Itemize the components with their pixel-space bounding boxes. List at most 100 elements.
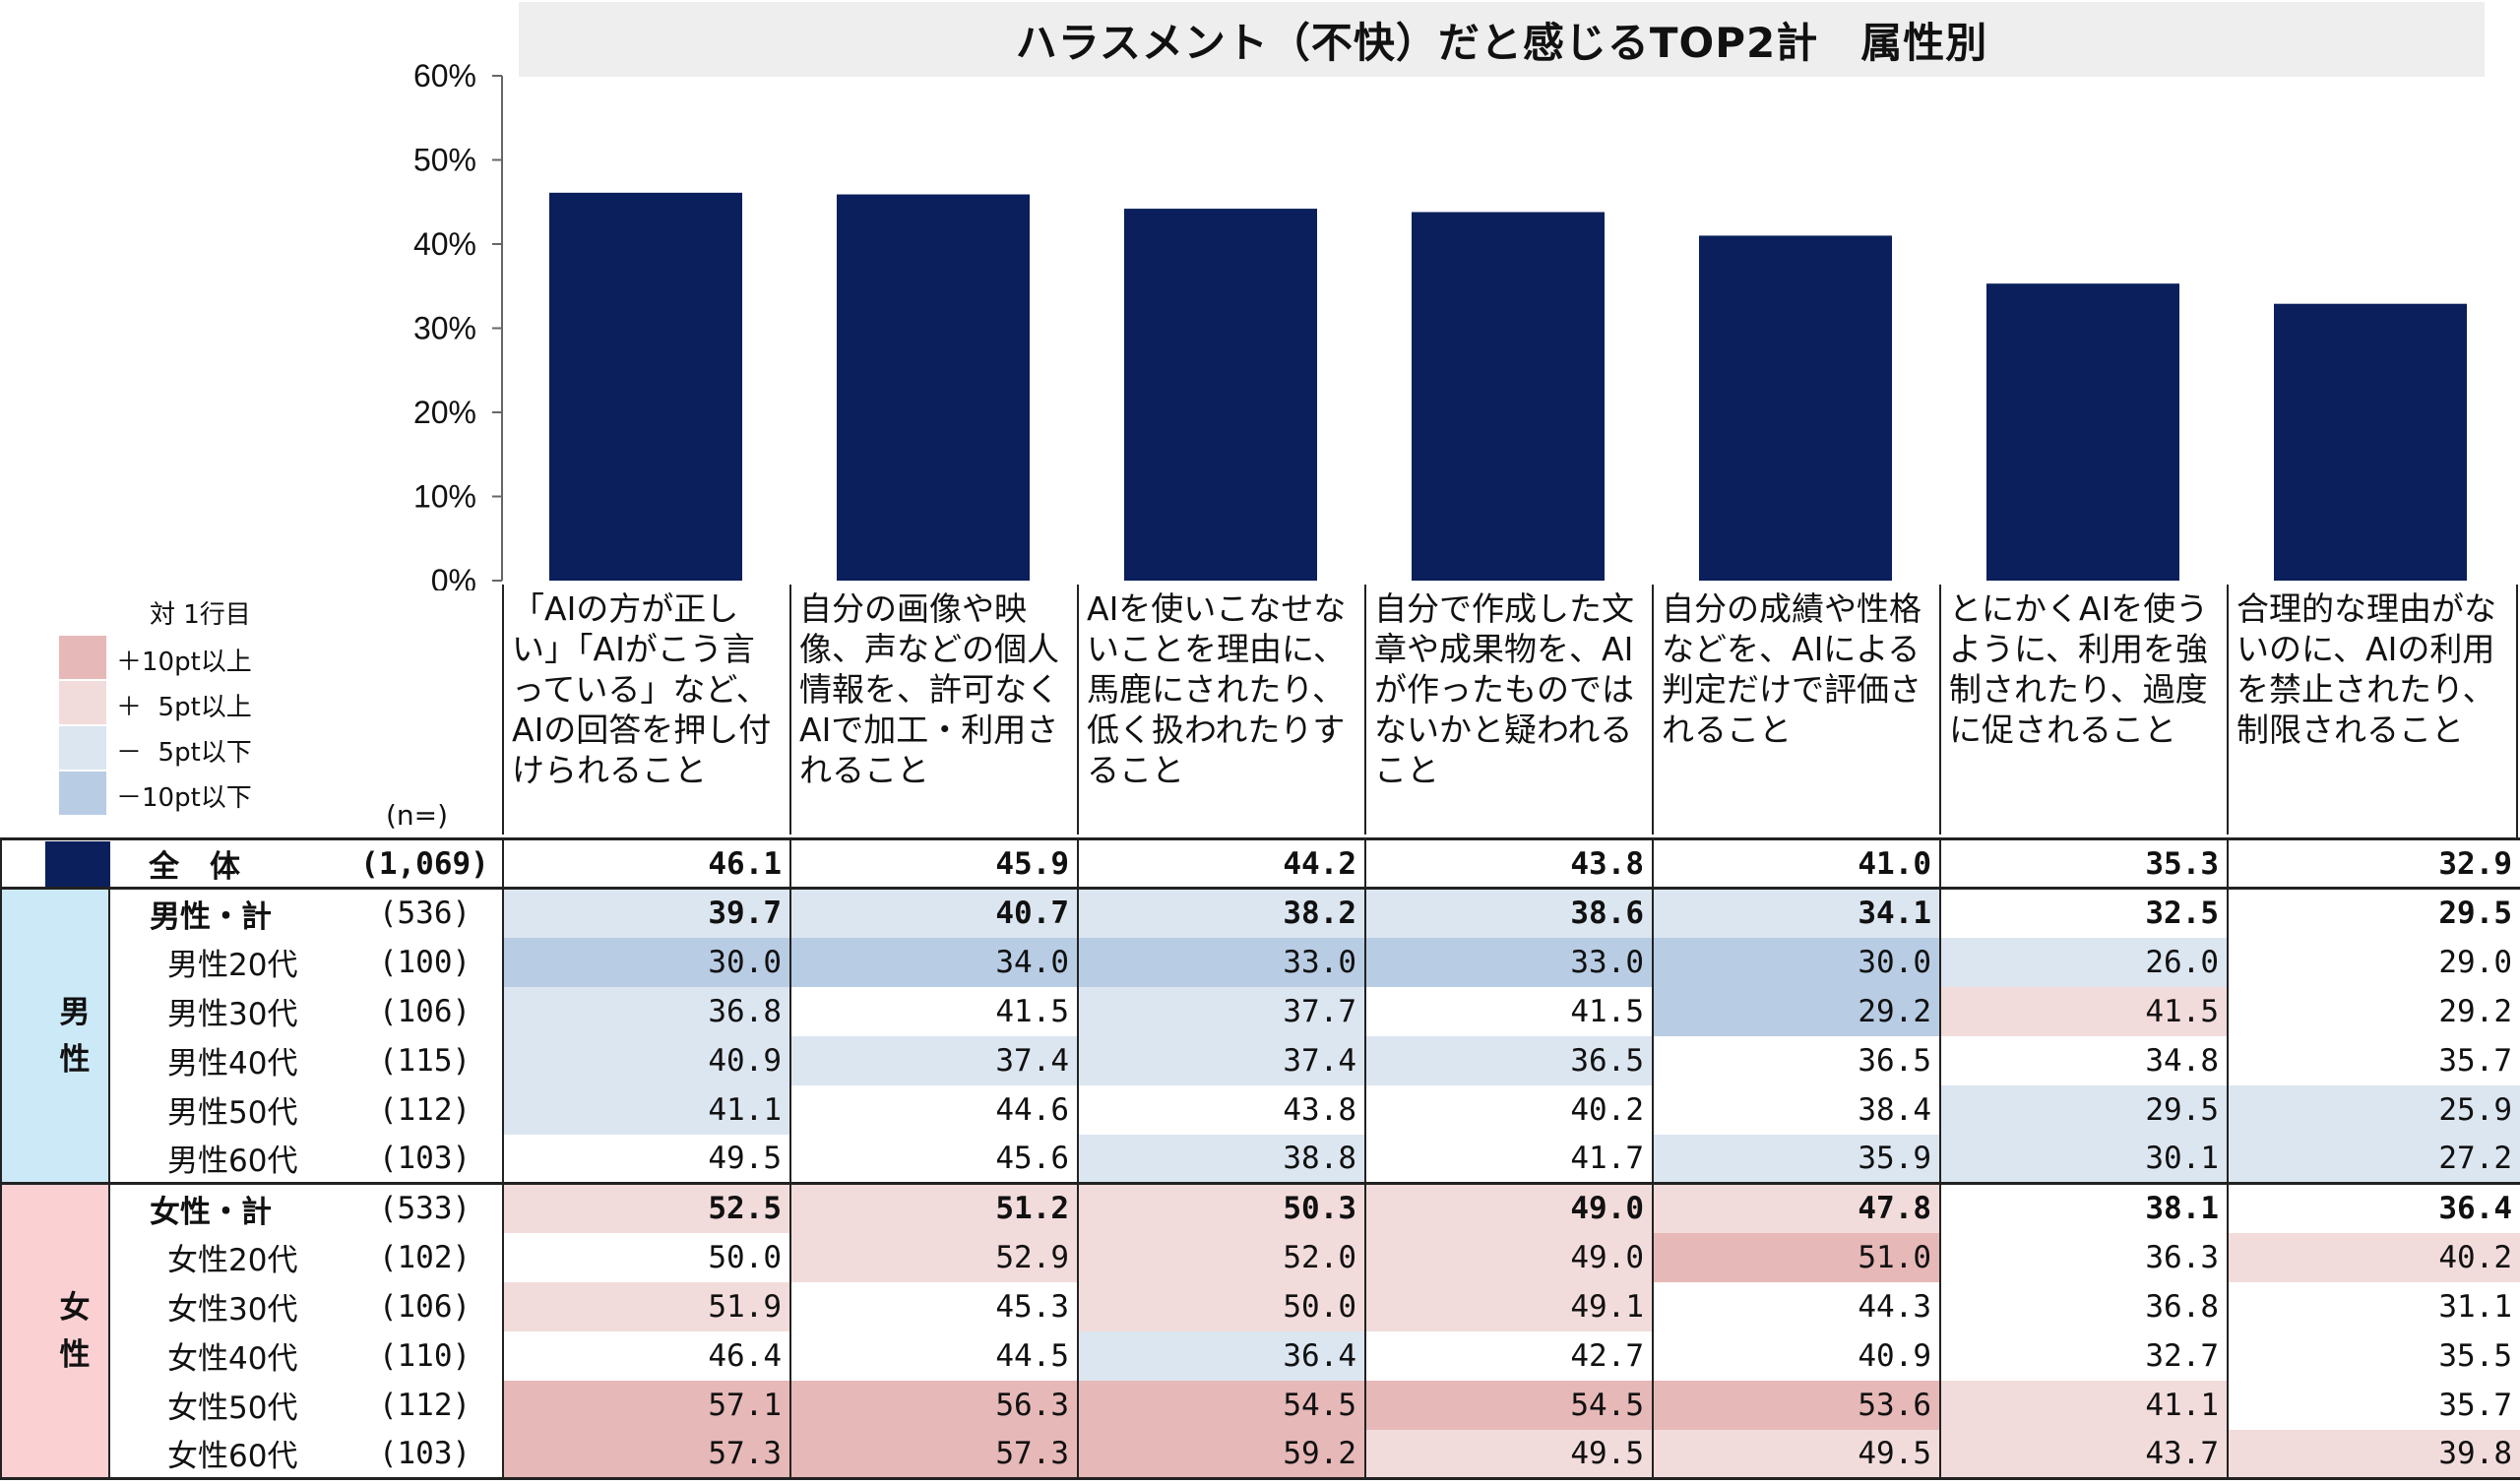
table-cell: 29.2 — [1652, 986, 1940, 1036]
y-axis: 0% 10% 20% 30% 40% 50% 60% — [413, 58, 503, 590]
table-cell: 35.5 — [2227, 1330, 2520, 1381]
table-cell: 36.3 — [1939, 1232, 2228, 1282]
row-label: 女性40代 — [167, 1341, 298, 1377]
legend-swatch — [59, 636, 106, 679]
question-header-cell: とにかくAIを使うように、利用を強制されたり、過度に促されること — [1939, 585, 2227, 835]
table-cell: 52.0 — [1077, 1232, 1365, 1282]
legend-item-minus5: － 5pt以下 — [59, 726, 315, 770]
table-row: 女性40代 (110) 46.4 44.5 36.4 42.7 40.9 32.7 35.5 — [1, 1330, 2520, 1381]
table-cell: 40.2 — [1364, 1084, 1653, 1135]
question-header-cell: 自分の画像や映像、声などの個人情報を、許可なくAIで加工・利用されること — [789, 585, 1077, 835]
table-cell: 35.3 — [1939, 838, 2228, 889]
table-cell: 29.0 — [2227, 937, 2520, 987]
table-cell: 49.0 — [1364, 1183, 1653, 1233]
total-marker-swatch — [45, 840, 110, 887]
n-header: (n=) — [386, 799, 449, 832]
question-header-frame — [502, 585, 2518, 838]
row-label: 女性50代 — [167, 1391, 298, 1426]
row-n: (533) — [378, 1191, 472, 1227]
table-cell: 25.9 — [2227, 1084, 2520, 1135]
legend-item-plus10: ＋10pt以上 — [59, 636, 315, 679]
table-row: 男性 男性・計 (536) 39.7 40.7 38.2 38.6 34.1 32.5 29.5 — [0, 888, 2520, 1184]
table-cell: 41.5 — [1364, 986, 1653, 1036]
bar — [1699, 235, 1892, 581]
table-cell: 51.9 — [502, 1281, 790, 1331]
table-cell: 29.5 — [2227, 888, 2520, 938]
question-header-cell: 自分の成績や性格などを、AIによる判定だけで評価されること — [1652, 585, 1939, 835]
table-cell: 49.5 — [1364, 1429, 1653, 1479]
table-cell: 36.8 — [502, 986, 790, 1036]
table-cell: 39.7 — [502, 888, 790, 938]
group-label-text: 男性 — [59, 994, 91, 1078]
table-row: 男性40代 (115) 40.9 37.4 37.4 36.5 36.5 34.8 35.7 — [1, 1035, 2520, 1085]
table-cell: 40.9 — [502, 1035, 790, 1085]
row-label: 女性・計 — [150, 1194, 272, 1230]
table-cell: 38.4 — [1652, 1084, 1940, 1135]
legend-swatch — [59, 726, 106, 770]
legend-label: －10pt以下 — [116, 783, 252, 813]
bar — [1986, 283, 2179, 581]
question-header-cell: AIを使いこなせないことを理由に、馬鹿にされたり、低く扱われたりすること — [1077, 585, 1364, 835]
row-label: 女性60代 — [167, 1439, 298, 1475]
table-cell: 57.1 — [502, 1380, 790, 1430]
y-tick-label: 30% — [413, 311, 476, 346]
table-row: 男性50代 (112) 41.1 44.6 43.8 40.2 38.4 29.5 25.9 — [1, 1084, 2520, 1135]
table-cell: 49.5 — [1652, 1429, 1940, 1479]
y-tick-label: 40% — [413, 226, 476, 262]
table-cell: 38.6 — [1364, 888, 1653, 938]
table-cell: 36.8 — [1939, 1281, 2228, 1331]
table-row: 女性20代 (102) 50.0 52.9 52.0 49.0 51.0 36.3 40.2 — [1, 1232, 2520, 1282]
table-row: 女性50代 (112) 57.1 56.3 54.5 54.5 53.6 41.1 35.7 — [1, 1380, 2520, 1430]
table-cell: 29.5 — [1939, 1084, 2228, 1135]
row-label: 女性30代 — [167, 1292, 298, 1328]
table-cell: 30.0 — [502, 937, 790, 987]
table-cell: 27.2 — [2227, 1134, 2520, 1184]
table-cell: 34.0 — [789, 937, 1078, 987]
legend-label: ＋10pt以上 — [116, 648, 252, 677]
table-cell: 54.5 — [1364, 1380, 1653, 1430]
row-n: (112) — [378, 1091, 472, 1128]
table-cell: 34.8 — [1939, 1035, 2228, 1085]
y-tick-label: 60% — [413, 58, 476, 93]
table-cell: 57.3 — [502, 1429, 790, 1479]
table-cell: 35.9 — [1652, 1134, 1940, 1184]
table-cell: 59.2 — [1077, 1429, 1365, 1479]
table-cell: 44.5 — [789, 1330, 1078, 1381]
table-row: 男性20代 (100) 30.0 34.0 33.0 33.0 30.0 26.0 29.0 — [1, 937, 2520, 987]
table-cell: 51.2 — [789, 1183, 1078, 1233]
row-label: 男性・計 — [150, 898, 272, 935]
table-cell: 43.8 — [1364, 838, 1653, 889]
table-cell: 57.3 — [789, 1429, 1078, 1479]
row-n: (102) — [378, 1239, 472, 1275]
legend-label: － 5pt以下 — [116, 738, 252, 768]
table-row: 女性30代 (106) 51.9 45.3 50.0 49.1 44.3 36.8 31.1 — [1, 1281, 2520, 1331]
total-marker-cell — [0, 838, 110, 889]
question-header-cell: 自分で作成した文章や成果物を、AIが作ったものではないかと疑われること — [1364, 585, 1652, 835]
table-cell: 35.7 — [2227, 1380, 2520, 1430]
table-row: 男性30代 (106) 36.8 41.5 37.7 41.5 29.2 41.5 29.2 — [1, 986, 2520, 1036]
table-cell: 34.1 — [1652, 888, 1940, 938]
table-cell: 45.3 — [789, 1281, 1078, 1331]
table-cell: 53.6 — [1652, 1380, 1940, 1430]
row-n: (536) — [378, 896, 472, 932]
table-cell: 33.0 — [1077, 937, 1365, 987]
table-cell: 50.0 — [1077, 1281, 1365, 1331]
group-label-female: 女性 — [0, 1183, 110, 1479]
table-cell: 52.9 — [789, 1232, 1078, 1282]
row-label: 男性30代 — [167, 997, 298, 1032]
row-n: (110) — [378, 1337, 472, 1374]
table-cell: 43.7 — [1939, 1429, 2228, 1479]
table-row: 男性60代 (103) 49.5 45.6 38.8 41.7 35.9 30.1 27.2 — [1, 1134, 2520, 1184]
table-cell: 38.8 — [1077, 1134, 1365, 1184]
table-cell: 36.5 — [1364, 1035, 1653, 1085]
table-cell: 36.5 — [1652, 1035, 1940, 1085]
table-cell: 54.5 — [1077, 1380, 1365, 1430]
table-cell: 37.7 — [1077, 986, 1365, 1036]
bar — [837, 194, 1030, 581]
table-cell: 45.6 — [789, 1134, 1078, 1184]
table-cell: 37.4 — [789, 1035, 1078, 1085]
table-cell: 46.4 — [502, 1330, 790, 1381]
table-cell: 40.7 — [789, 888, 1078, 938]
table-cell: 30.1 — [1939, 1134, 2228, 1184]
row-label: 男性60代 — [167, 1144, 298, 1180]
